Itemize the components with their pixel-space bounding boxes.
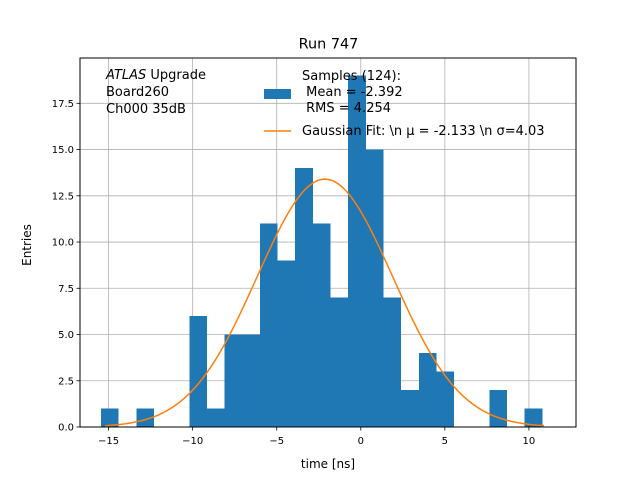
y-tick-label: 5.0: [58, 330, 74, 341]
x-tick-label: −10: [182, 436, 203, 447]
annotation-line: Ch000 35dB: [106, 102, 186, 117]
histogram-bar: [312, 223, 331, 427]
y-tick-label: 0.0: [58, 423, 74, 434]
y-tick-label: 12.5: [52, 191, 74, 202]
histogram-bar: [418, 353, 437, 427]
y-tick-label: 17.5: [52, 99, 74, 110]
histogram-bar: [224, 334, 243, 427]
histogram-bar: [242, 334, 260, 427]
annotation-line: ATLAS Upgrade: [105, 68, 206, 83]
fit-curve: [105, 178, 545, 427]
histogram-bar: [259, 223, 278, 427]
atlas-annotation: ATLAS Upgrade Board260 Ch000 35dB: [105, 68, 206, 117]
plot-area-frame: [79, 57, 577, 428]
grid: [80, 58, 576, 428]
x-tick-label: 0: [358, 436, 364, 447]
legend-label: RMS = 4.254: [302, 101, 391, 116]
histogram-bar: [524, 408, 543, 427]
x-tick-label: 5: [442, 436, 448, 447]
histogram-bar: [330, 297, 349, 427]
x-axis-ticks: −15 −10 −5 0 5 10: [98, 427, 535, 447]
annotation-line: Board260: [106, 85, 169, 100]
x-axis-label: time [ns]: [301, 457, 355, 471]
y-tick-label: 15.0: [52, 145, 74, 156]
y-axis-ticks: 0.0 2.5 5.0 7.5 10.0 12.5 15.0 17.5: [52, 99, 80, 434]
gaussian-fit: [105, 178, 545, 427]
legend-patch: [264, 89, 291, 99]
legend-label: Gaussian Fit: \n μ = -2.133 \n σ=4.03: [302, 124, 545, 139]
legend: Samples (124): Mean = -2.392 RMS = 4.254…: [264, 69, 545, 139]
y-tick-label: 2.5: [58, 376, 74, 387]
y-tick-label: 10.0: [52, 238, 74, 249]
histogram-bar: [348, 75, 366, 428]
histogram-bar: [401, 390, 419, 427]
histogram-bar: [101, 408, 119, 427]
x-tick-label: 10: [523, 436, 536, 447]
histogram-bar: [295, 168, 313, 428]
y-tick-label: 7.5: [58, 284, 74, 295]
histogram-bars: [101, 75, 543, 428]
x-tick-label: −15: [98, 436, 119, 447]
x-tick-label: −5: [269, 436, 284, 447]
histogram-bar: [277, 260, 296, 427]
histogram-bar: [383, 297, 402, 427]
histogram-bar: [365, 149, 384, 427]
histogram-bar: [136, 408, 154, 427]
histogram-bar: [206, 408, 225, 427]
histogram-bar: [489, 390, 508, 427]
histogram-bar: [436, 371, 455, 427]
legend-label: Mean = -2.392: [302, 85, 403, 100]
legend-label: Samples (124):: [302, 69, 401, 84]
histogram-bar: [189, 316, 207, 427]
chart-title: Run 747: [299, 37, 359, 53]
y-axis-label: Entries: [20, 224, 34, 266]
